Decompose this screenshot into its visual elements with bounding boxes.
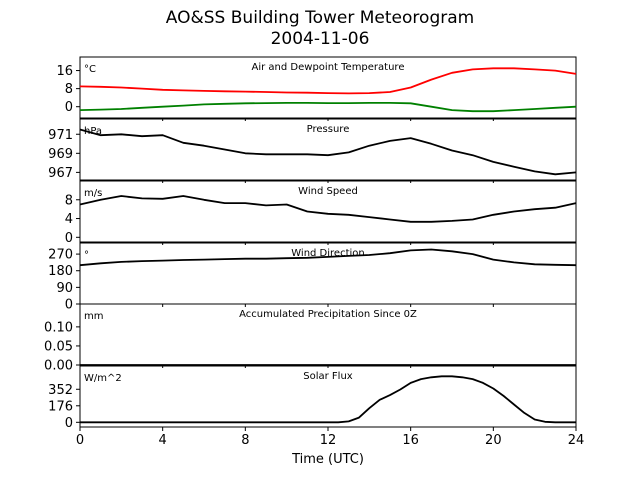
- y-tick-label: 4: [65, 212, 73, 227]
- x-tick-label: 12: [320, 433, 337, 448]
- y-tick-label: 0: [65, 298, 73, 313]
- panel-title: Wind Speed: [298, 186, 358, 197]
- y-tick-label: 0: [65, 416, 73, 431]
- y-tick-label: 969: [48, 147, 73, 162]
- panel-title: Air and Dewpoint Temperature: [252, 62, 405, 73]
- x-tick-label: 20: [485, 433, 502, 448]
- y-tick-label: 90: [56, 281, 73, 296]
- series-line: [79, 195, 577, 223]
- y-tick-label: 180: [48, 264, 73, 279]
- y-tick-label: 16: [56, 64, 73, 79]
- panel-title: Pressure: [307, 124, 350, 135]
- y-tick-label: 971: [48, 128, 73, 143]
- panel-title: Accumulated Precipitation Since 0Z: [239, 309, 417, 320]
- panel-unit-label: W/m^2: [84, 373, 122, 384]
- y-tick-label: 352: [48, 383, 73, 398]
- series-line: [79, 67, 577, 95]
- panel-unit-label: °C: [84, 64, 96, 75]
- y-tick-label: 0.10: [44, 320, 73, 335]
- series-line: [79, 102, 577, 113]
- panel-unit-label: mm: [84, 311, 103, 322]
- x-tick-label: 4: [159, 433, 167, 448]
- x-tick-label: 8: [241, 433, 249, 448]
- x-tick-label: 16: [402, 433, 419, 448]
- panel-unit-label: °: [84, 250, 89, 261]
- panel-title: Solar Flux: [303, 371, 353, 382]
- chart-title: AO&SS Building Tower Meteorogram: [165, 8, 475, 28]
- y-tick-label: 0: [65, 100, 73, 115]
- x-tick-label: 0: [76, 433, 84, 448]
- chart-subtitle: 2004-11-06: [270, 29, 370, 49]
- x-axis-label: Time (UTC): [291, 452, 364, 467]
- panel-title: Wind Direction: [291, 248, 365, 259]
- series-line: [80, 375, 576, 424]
- y-tick-label: 176: [48, 399, 73, 414]
- y-tick-label: 0: [65, 231, 73, 246]
- x-tick-label: 24: [568, 433, 585, 448]
- y-tick-label: 8: [65, 193, 73, 208]
- y-tick-label: 270: [48, 248, 73, 263]
- panel-unit-label: m/s: [84, 188, 102, 199]
- y-tick-label: 8: [65, 82, 73, 97]
- series-line: [79, 128, 577, 176]
- y-tick-label: 0.05: [44, 339, 73, 354]
- series-line: [79, 248, 577, 267]
- panel-unit-label: hPa: [84, 126, 102, 137]
- y-tick-label: 0.00: [44, 359, 73, 374]
- y-tick-label: 967: [48, 166, 73, 181]
